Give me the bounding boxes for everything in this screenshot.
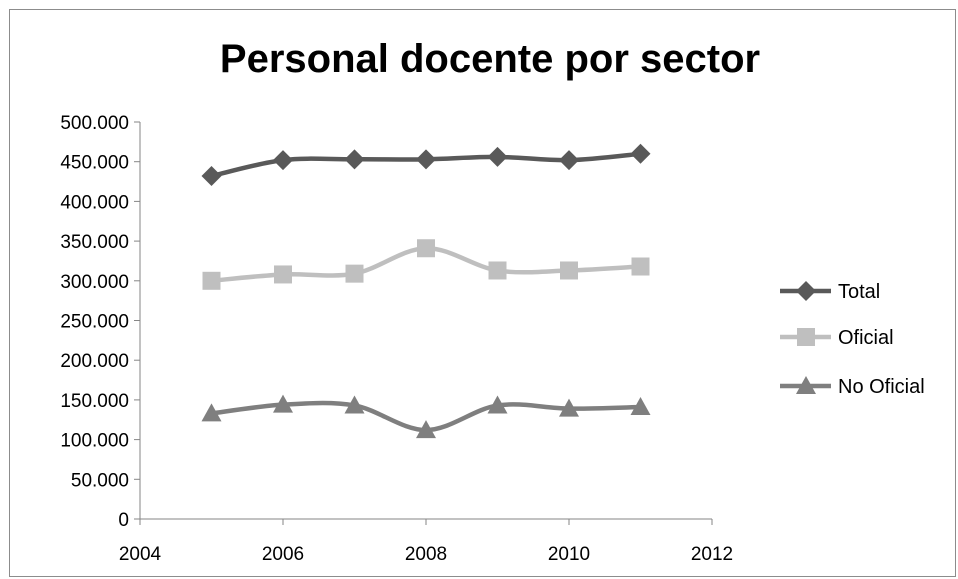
y-tick-label: 350.000	[60, 232, 129, 253]
legend-label: Oficial	[838, 327, 894, 349]
data-point-square	[560, 261, 578, 280]
data-point-diamond	[344, 149, 365, 170]
x-tick-label: 2008	[405, 544, 447, 565]
data-point-triangle	[416, 420, 436, 439]
y-tick-label: 150.000	[60, 391, 129, 412]
data-point-diamond	[416, 149, 436, 170]
series-layer	[201, 143, 651, 439]
data-point-triangle	[487, 395, 508, 414]
y-tick-label: 400.000	[60, 192, 129, 213]
legend-marker-triangle	[796, 376, 816, 394]
series-oficial	[202, 239, 650, 290]
data-point-square	[345, 264, 364, 283]
data-point-triangle	[344, 395, 365, 414]
data-point-diamond	[273, 150, 293, 171]
y-tick-label: 250.000	[60, 312, 129, 333]
data-point-square	[202, 271, 221, 290]
x-tick-label: 2004	[119, 544, 162, 565]
legend-item: Total	[780, 281, 880, 303]
y-tick-label: 200.000	[60, 351, 129, 372]
data-point-square	[274, 265, 292, 284]
x-tick-label: 2010	[548, 544, 590, 565]
y-tick-label: 300.000	[60, 272, 129, 293]
data-point-square	[488, 261, 507, 280]
data-point-diamond	[487, 146, 508, 167]
legend-marker-square	[797, 328, 815, 346]
chart-title: Personal docente por sector	[220, 37, 760, 81]
legend-label: No Oficial	[838, 376, 925, 398]
data-point-triangle	[630, 397, 651, 416]
y-tick-label: 500.000	[60, 113, 129, 134]
series-no-oficial	[201, 394, 651, 439]
y-tick-label: 100.000	[60, 431, 129, 452]
data-point-triangle	[201, 403, 222, 422]
legend: Total Oficial No Oficial	[780, 281, 925, 398]
data-point-diamond	[559, 150, 579, 171]
axes: 0 50.000 100.000 150.000 200.000 250.000 300.0…	[60, 113, 733, 565]
legend-marker-diamond	[796, 281, 816, 301]
y-tick-label: 50.000	[71, 470, 129, 491]
y-tick-label: 450.000	[60, 153, 129, 174]
data-point-triangle	[559, 398, 579, 417]
legend-item: Oficial	[780, 327, 894, 349]
data-point-triangle	[273, 394, 293, 413]
chart-frame: Personal docente por sector 0 50.000 100.0…	[9, 9, 956, 577]
data-point-square	[631, 257, 650, 276]
x-tick-label: 2006	[262, 544, 304, 565]
data-point-square	[417, 239, 435, 258]
y-tick-label: 0	[118, 510, 129, 531]
legend-item: No Oficial	[780, 376, 925, 398]
line-chart: Personal docente por sector 0 50.000 100.0…	[60, 37, 925, 565]
data-point-diamond	[201, 165, 222, 186]
legend-label: Total	[838, 281, 880, 303]
data-point-diamond	[630, 143, 651, 164]
x-tick-label: 2012	[691, 544, 733, 565]
series-total	[201, 143, 651, 186]
